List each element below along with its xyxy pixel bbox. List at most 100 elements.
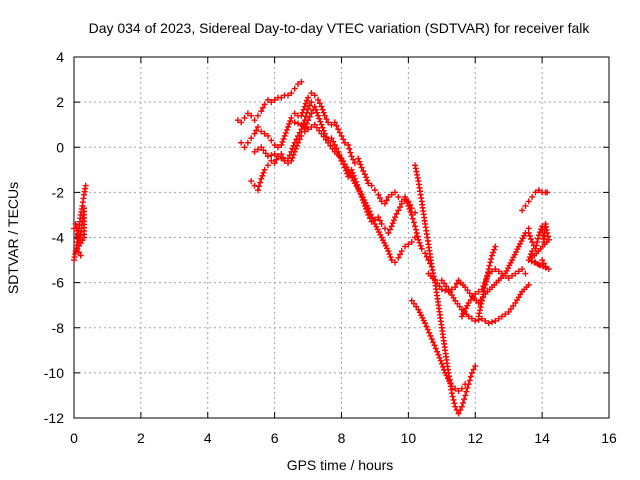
data-point	[488, 319, 495, 326]
data-point	[357, 161, 364, 168]
data-point	[261, 101, 268, 108]
data-point	[311, 92, 318, 99]
data-point	[408, 239, 415, 246]
data-point	[271, 160, 278, 167]
data-point	[308, 90, 315, 97]
data-point	[492, 317, 499, 324]
data-point	[459, 399, 466, 406]
data-point	[540, 260, 547, 267]
data-point	[385, 193, 392, 200]
data-point	[466, 290, 473, 297]
data-point	[499, 270, 505, 277]
data-point	[291, 148, 298, 155]
data-point	[487, 259, 494, 266]
data-point	[455, 387, 462, 394]
series-early	[71, 182, 89, 264]
data-point	[321, 112, 328, 119]
data-point	[398, 200, 405, 207]
data-point	[412, 226, 419, 233]
data-point	[519, 207, 526, 214]
data-point	[308, 99, 315, 106]
x-tick-label: 0	[70, 430, 78, 446]
data-point	[366, 208, 373, 215]
data-point	[402, 243, 409, 250]
data-point	[268, 137, 275, 144]
data-point	[544, 229, 551, 236]
series-mid3	[291, 119, 419, 266]
data-point	[253, 127, 260, 134]
x-tick-label: 10	[401, 430, 417, 446]
data-point	[274, 144, 281, 151]
data-point	[376, 217, 383, 224]
series-end	[525, 220, 552, 273]
data-point	[510, 302, 517, 309]
x-tick-label: 4	[204, 430, 212, 446]
data-point	[505, 275, 512, 282]
data-point	[306, 102, 313, 109]
series-spike	[475, 243, 499, 320]
data-point	[328, 135, 335, 142]
data-point	[408, 297, 415, 304]
data-point	[392, 214, 398, 221]
data-point	[238, 119, 245, 126]
data-point	[298, 112, 305, 119]
data-point	[395, 254, 402, 261]
data-point	[285, 160, 291, 167]
data-point	[397, 204, 404, 211]
data-point	[296, 129, 303, 136]
x-tick-label: 8	[338, 430, 346, 446]
data-point	[280, 135, 287, 142]
data-point	[468, 315, 475, 322]
data-point	[522, 270, 529, 277]
ticks: 0 2 4 6 8 10 12 14 16 -12 -10 -8 -6 -4 -2 0 2 4	[44, 49, 617, 446]
data-point	[264, 132, 271, 139]
data-point	[356, 158, 363, 165]
data-point	[438, 277, 445, 284]
data-point	[335, 126, 342, 133]
data-point	[327, 142, 334, 149]
data-point	[495, 268, 502, 275]
data-point	[397, 251, 404, 258]
data-point	[491, 246, 498, 253]
data-point	[402, 196, 409, 203]
data-point	[499, 313, 505, 320]
data-point	[525, 257, 532, 264]
data-point	[291, 119, 298, 126]
data-point	[254, 146, 261, 153]
data-point	[385, 229, 392, 236]
data-point	[428, 336, 435, 343]
data-point	[455, 410, 462, 417]
data-point	[298, 121, 305, 128]
data-point	[525, 281, 532, 288]
data-point	[351, 160, 358, 167]
data-point	[336, 129, 343, 136]
data-point	[545, 266, 552, 273]
data-point	[434, 348, 441, 355]
data-point	[467, 296, 474, 303]
data-point	[482, 317, 489, 324]
data-point	[441, 280, 448, 287]
data-point	[301, 123, 308, 130]
data-point	[528, 258, 535, 265]
data-point	[485, 320, 492, 327]
data-point	[449, 393, 456, 400]
data-point	[452, 284, 459, 291]
data-point	[423, 323, 430, 330]
data-point	[456, 303, 463, 310]
data-point	[319, 124, 326, 131]
data-point	[251, 182, 258, 189]
data-point	[381, 225, 388, 232]
data-point	[375, 191, 382, 198]
data-point	[363, 174, 370, 181]
data-point	[73, 224, 80, 231]
data-point	[475, 288, 482, 295]
data-point	[472, 363, 479, 370]
x-tick-label: 14	[534, 430, 550, 446]
data-point	[254, 187, 261, 194]
data-point	[488, 252, 495, 259]
data-point	[355, 155, 362, 162]
data-point	[311, 103, 318, 110]
data-point	[259, 172, 266, 179]
data-point	[534, 260, 541, 267]
